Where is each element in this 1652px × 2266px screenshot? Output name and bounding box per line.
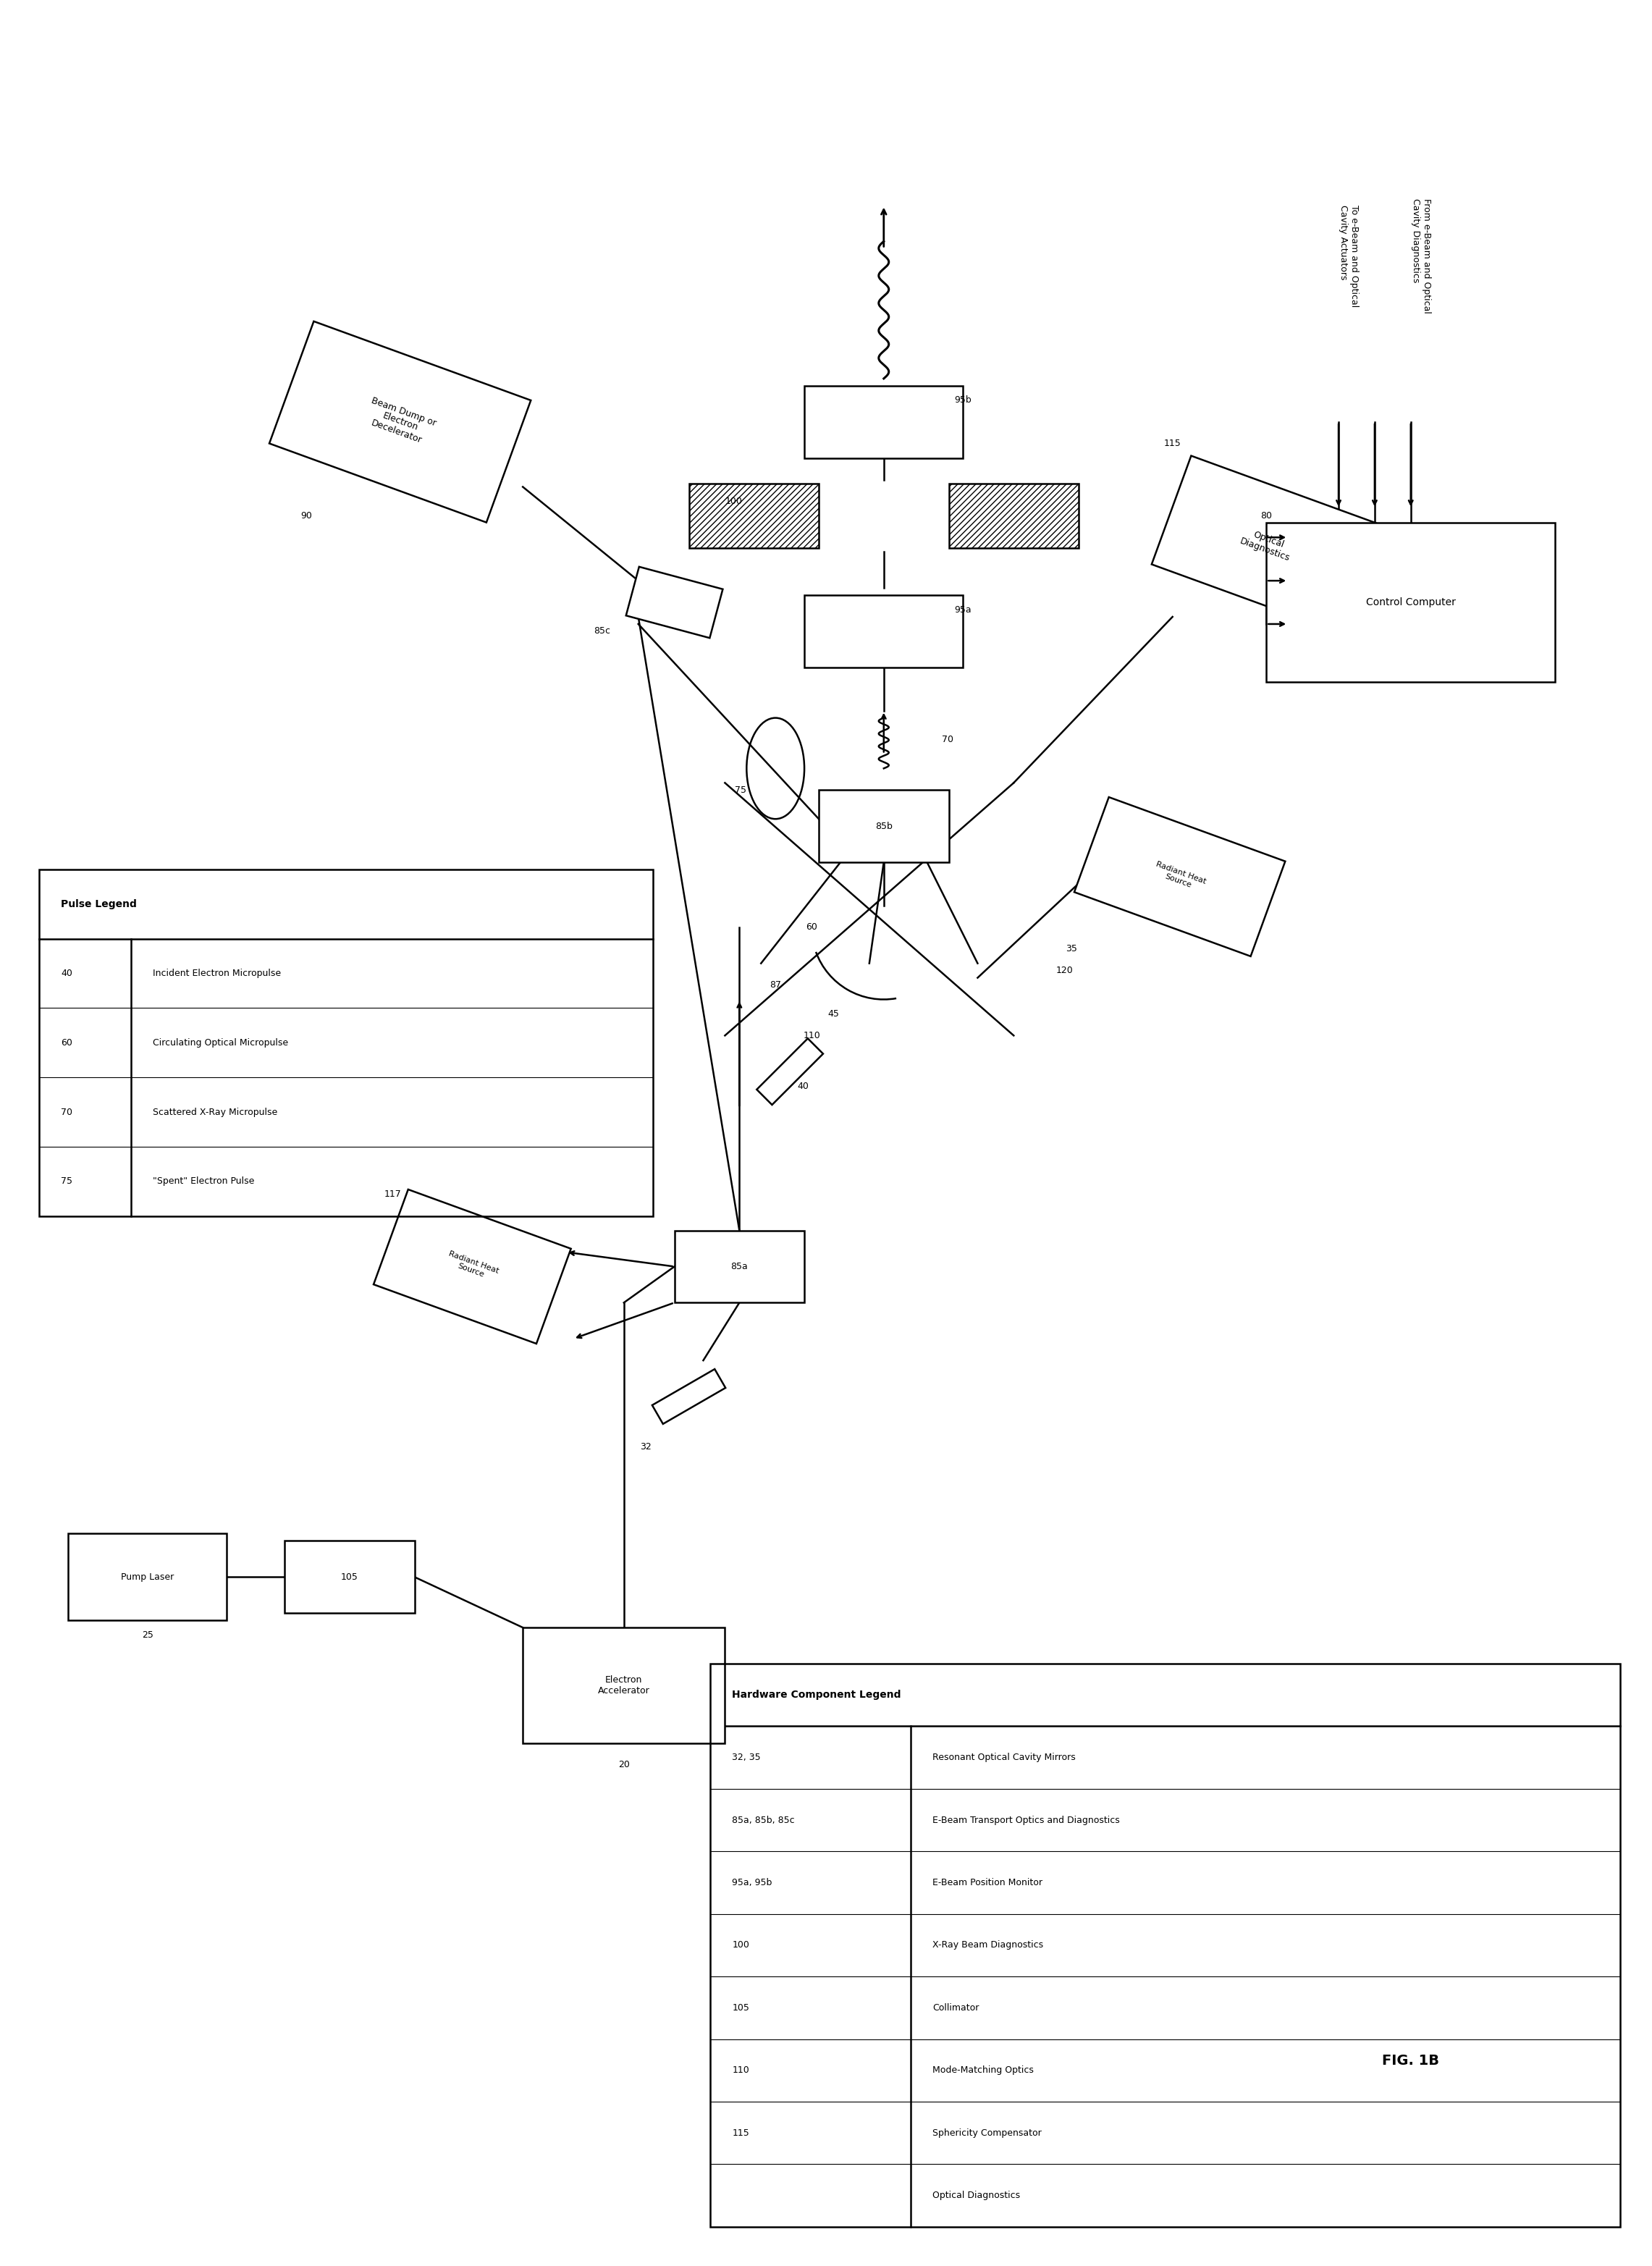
Text: 85a: 85a <box>730 1262 748 1271</box>
Text: Mode-Matching Optics: Mode-Matching Optics <box>932 2067 1034 2076</box>
Polygon shape <box>805 385 963 458</box>
Text: Resonant Optical Cavity Mirrors: Resonant Optical Cavity Mirrors <box>932 1754 1075 1763</box>
Text: 117: 117 <box>385 1190 401 1199</box>
Text: 40: 40 <box>61 970 73 979</box>
Text: 60: 60 <box>61 1038 73 1047</box>
Text: 80: 80 <box>1260 512 1272 521</box>
Text: 45: 45 <box>828 1008 839 1020</box>
Text: 75: 75 <box>735 786 747 795</box>
Text: 100: 100 <box>725 496 742 505</box>
Text: Hardware Component Legend: Hardware Component Legend <box>732 1690 902 1700</box>
Text: 70: 70 <box>61 1108 73 1117</box>
Polygon shape <box>1074 798 1285 956</box>
Polygon shape <box>653 1369 725 1423</box>
Text: 110: 110 <box>803 1031 819 1040</box>
Text: Scattered X-Ray Micropulse: Scattered X-Ray Micropulse <box>154 1108 278 1117</box>
Polygon shape <box>522 1627 725 1743</box>
Text: 120: 120 <box>1056 965 1072 974</box>
Polygon shape <box>68 1534 226 1620</box>
Text: 105: 105 <box>732 2003 750 2012</box>
Polygon shape <box>674 1230 805 1303</box>
Text: 70: 70 <box>942 734 953 743</box>
Text: Electron
Accelerator: Electron Accelerator <box>598 1675 649 1695</box>
Text: 40: 40 <box>798 1081 808 1090</box>
Text: "Spent" Electron Pulse: "Spent" Electron Pulse <box>154 1176 254 1185</box>
Text: 32: 32 <box>639 1443 651 1453</box>
Text: 32, 35: 32, 35 <box>732 1754 762 1763</box>
Text: From e-Beam and Optical
Cavity Diagnostics: From e-Beam and Optical Cavity Diagnosti… <box>1411 199 1431 313</box>
Bar <box>40 870 653 1217</box>
Polygon shape <box>284 1541 415 1613</box>
Text: Circulating Optical Micropulse: Circulating Optical Micropulse <box>154 1038 289 1047</box>
Polygon shape <box>689 483 819 548</box>
Text: Radiant Heat
Source: Radiant Heat Source <box>444 1251 501 1283</box>
Polygon shape <box>819 791 948 863</box>
Text: 60: 60 <box>806 922 818 931</box>
Polygon shape <box>373 1190 572 1344</box>
Polygon shape <box>626 566 724 639</box>
Text: 90: 90 <box>301 512 312 521</box>
Text: 87: 87 <box>770 981 781 990</box>
Text: Collimator: Collimator <box>932 2003 980 2012</box>
Text: 95a: 95a <box>955 605 971 614</box>
Text: 20: 20 <box>618 1761 629 1770</box>
Text: Control Computer: Control Computer <box>1366 598 1455 607</box>
Text: Beam Dump or
Electron
Decelerator: Beam Dump or Electron Decelerator <box>362 397 438 449</box>
Polygon shape <box>948 483 1079 548</box>
Text: E-Beam Transport Optics and Diagnostics: E-Beam Transport Optics and Diagnostics <box>932 1815 1120 1824</box>
Text: 110: 110 <box>732 2067 750 2076</box>
Polygon shape <box>1151 455 1381 634</box>
Text: 85b: 85b <box>876 823 892 832</box>
Text: 95a, 95b: 95a, 95b <box>732 1879 771 1888</box>
Text: 95b: 95b <box>955 397 971 406</box>
Text: Optical
Diagnostics: Optical Diagnostics <box>1237 526 1295 564</box>
Text: 75: 75 <box>61 1176 73 1185</box>
Polygon shape <box>757 1038 823 1106</box>
Text: Sphericity Compensator: Sphericity Compensator <box>932 2128 1041 2137</box>
Text: 35: 35 <box>1066 945 1077 954</box>
Text: 115: 115 <box>1165 440 1181 449</box>
Text: X-Ray Beam Diagnostics: X-Ray Beam Diagnostics <box>932 1940 1042 1951</box>
Text: 85c: 85c <box>593 625 611 637</box>
Polygon shape <box>1267 523 1555 682</box>
Text: FIG. 1B: FIG. 1B <box>1383 2053 1439 2067</box>
Text: To e-Beam and Optical
Cavity Actuators: To e-Beam and Optical Cavity Actuators <box>1338 204 1360 306</box>
Text: Pump Laser: Pump Laser <box>121 1573 173 1582</box>
Polygon shape <box>805 596 963 668</box>
Text: E-Beam Position Monitor: E-Beam Position Monitor <box>932 1879 1042 1888</box>
Text: Incident Electron Micropulse: Incident Electron Micropulse <box>154 970 281 979</box>
Text: 25: 25 <box>142 1629 154 1641</box>
Text: 100: 100 <box>732 1940 750 1951</box>
Text: 105: 105 <box>340 1573 358 1582</box>
Text: 85a, 85b, 85c: 85a, 85b, 85c <box>732 1815 795 1824</box>
Polygon shape <box>269 322 530 523</box>
Text: Optical Diagnostics: Optical Diagnostics <box>932 2191 1019 2200</box>
Text: 115: 115 <box>732 2128 750 2137</box>
Text: Pulse Legend: Pulse Legend <box>61 900 137 909</box>
Bar <box>710 1663 1621 2227</box>
Text: Radiant Heat
Source: Radiant Heat Source <box>1151 861 1208 893</box>
